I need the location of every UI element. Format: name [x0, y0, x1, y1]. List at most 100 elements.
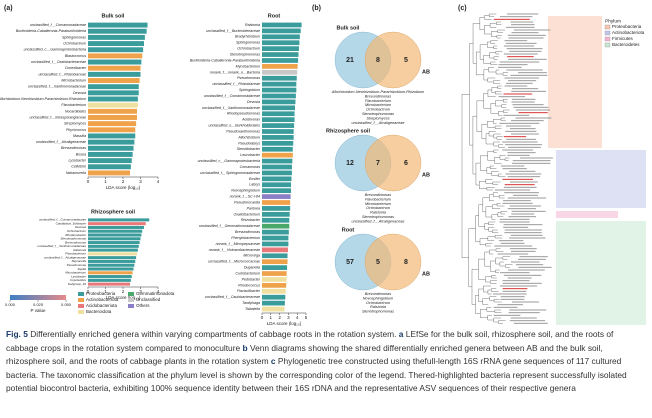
legend-label: Gemmatimonadota [136, 291, 175, 296]
caption-text: Venn diagrams showing the shared differe… [6, 342, 603, 367]
clade-highlight [548, 16, 602, 148]
bar-label: Subgroup_10 [68, 282, 86, 286]
bar-label: Cupriavidus [70, 278, 86, 282]
venn-title: Root [342, 227, 355, 233]
leaf-label [493, 18, 530, 20]
leaf-label [511, 88, 539, 90]
leaf-label [494, 189, 531, 191]
bar [262, 146, 293, 152]
leaf-label [510, 317, 537, 319]
leaf-label [511, 120, 544, 122]
bar [88, 47, 144, 53]
bar [88, 229, 143, 233]
bar-label: unclassified_f__Gemmatimonadaceae [199, 224, 260, 228]
bar [262, 34, 300, 40]
bar [88, 267, 134, 271]
bar-label: unclassified_f__Rhizobiaceae [38, 72, 86, 76]
bar [88, 225, 144, 229]
x-tick-label: 4 [296, 315, 299, 320]
caption-label: b [242, 342, 248, 353]
bar-label: Sphingomonas [236, 41, 260, 45]
venn-count: 57 [346, 259, 354, 266]
bar [262, 194, 291, 199]
bar [262, 28, 301, 34]
bar-label: Bradyrhizobium [235, 35, 260, 39]
bar [262, 247, 288, 253]
bar [88, 275, 132, 279]
leaf-label [511, 98, 536, 100]
venn-circle [364, 233, 422, 291]
bar [88, 65, 141, 71]
venn-genus: Stenotrophomonas [362, 215, 394, 219]
bar-label: Bosea [76, 152, 86, 156]
bar [88, 241, 140, 245]
leaf-label [512, 160, 551, 162]
bar [262, 223, 290, 229]
legend-swatch [78, 310, 84, 314]
leaf-label [511, 32, 539, 34]
bar [262, 283, 287, 288]
leaf-label [508, 58, 547, 60]
leaf-label [502, 282, 542, 284]
figure: (a) (b) (c) Bulk soil unclassified_f__Com… [0, 5, 648, 326]
legend-label: Proteobacteria [612, 24, 642, 29]
leaf-label [503, 200, 531, 202]
bar-label: Mycobacterium [236, 64, 260, 68]
bar [88, 41, 144, 47]
bar [262, 170, 292, 176]
bar-label: norank_f__SC-I-84 [230, 195, 260, 199]
legend-label: Actinobacteriota [86, 297, 119, 302]
bar-label: Lysobacter [68, 159, 86, 163]
leaf-label [513, 29, 551, 31]
bar [88, 102, 138, 108]
leaf-label [500, 165, 525, 167]
leaf-label [518, 72, 547, 74]
leaf-label [505, 173, 542, 175]
bar [88, 164, 131, 170]
venn-genus: Ochrobactrum [366, 206, 390, 210]
x-tick-label: 1 [104, 289, 107, 294]
venn-genus: Brevundimonas [365, 292, 391, 296]
leaf-label [504, 229, 542, 231]
legend-swatch [604, 24, 611, 30]
bar-label: Flavobacterium [65, 252, 86, 256]
bar-label: unclassified_f__Comamonadaceae [30, 23, 86, 27]
caption-text: Differentially enriched genera within va… [30, 329, 397, 339]
x-tick-label: 5 [305, 315, 308, 320]
leaf-label [506, 13, 539, 15]
bar-label: Pseudomonas [237, 76, 260, 80]
clade-highlight [556, 150, 646, 208]
bar-label: Ensifer [249, 177, 261, 181]
leaf-label [507, 56, 534, 58]
bar [88, 233, 142, 237]
bar [262, 229, 289, 235]
bar [88, 90, 139, 96]
bar-label: Pseudolabrys [238, 141, 260, 145]
legend-swatch [78, 304, 84, 308]
bar [262, 52, 299, 57]
bar-label: Ralstonia [245, 23, 260, 27]
bar [88, 248, 138, 252]
bar [88, 244, 139, 248]
bar-label: unclassified_f__Rhizobiaceae [212, 82, 260, 86]
leaf-label [508, 80, 537, 82]
bar [88, 218, 150, 222]
venn-genus: unclassified_f__Alcaligenaceae [352, 121, 405, 125]
legend-label: Unclassified [136, 297, 161, 302]
leaf-label [509, 50, 542, 52]
legend-label: Acidobacteriota [86, 303, 118, 308]
bar-label: Microbacterium [61, 78, 86, 82]
venn-genus: Microbacterium [365, 202, 391, 206]
x-tick-label: 0 [87, 289, 90, 294]
bar [88, 121, 137, 127]
bar-label: Ochrobactrum [67, 229, 87, 233]
leaf-label [507, 152, 536, 154]
bar [88, 127, 136, 133]
leaf-label [493, 293, 527, 295]
leaf-label [512, 104, 544, 106]
bar [88, 237, 141, 241]
legend-label: Bacteroidota [86, 309, 112, 314]
leaf-label [504, 232, 542, 234]
leaf-label [511, 24, 535, 26]
